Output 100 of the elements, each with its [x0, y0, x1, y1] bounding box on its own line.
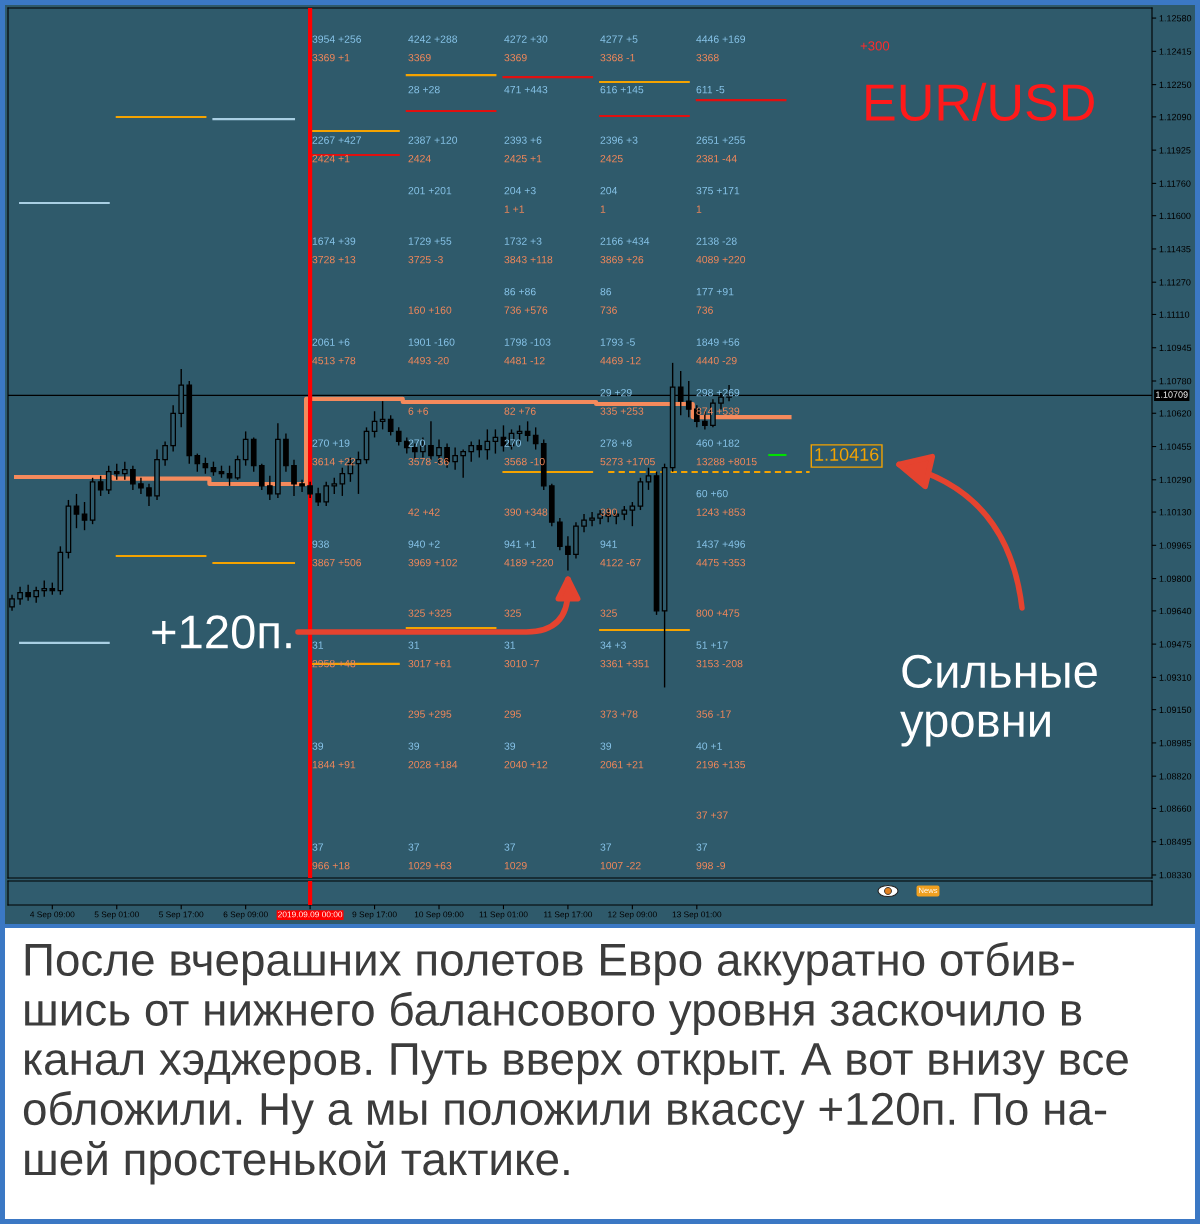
annotation: Сильные уровни	[900, 654, 1097, 747]
annotation: 160 +160	[408, 306, 452, 314]
y-tick-label: 1.10620	[1159, 410, 1192, 417]
annotation: 4469 -12	[600, 356, 641, 365]
y-tick-label: 1.09965	[1159, 542, 1192, 549]
annotation: 1029	[504, 861, 527, 870]
x-tick-label: 5 Sep 01:00	[94, 911, 139, 920]
annotation: 373 +78	[600, 710, 638, 718]
annotation: 31	[504, 641, 516, 649]
annotation: 86	[600, 287, 612, 296]
annotation: 1674 +39	[312, 237, 356, 245]
y-tick-label: 1.09800	[1159, 575, 1192, 582]
annotation: 34 +3	[600, 641, 626, 649]
annotation: 4272 +30	[504, 35, 548, 43]
annotation: 13288 +8015	[696, 457, 757, 466]
x-tick-label: 12 Sep 09:00	[608, 911, 657, 920]
x-tick-label: 9 Sep 17:00	[352, 911, 397, 920]
annotation: 1901 -160	[408, 338, 455, 346]
x-tick-label: 4 Sep 09:00	[30, 911, 75, 920]
annotation: 390 +348	[504, 508, 548, 516]
annotation: 42 +42	[408, 508, 440, 516]
annotation: 4446 +169	[696, 35, 746, 43]
annotation: 39	[504, 742, 516, 750]
x-tick-label: 10 Sep 09:00	[414, 911, 464, 920]
y-tick-label: 1.10455	[1159, 443, 1192, 450]
annotation: 39	[408, 742, 420, 750]
annotation: 31	[312, 641, 324, 649]
annotation: 2424 +1	[312, 154, 350, 163]
annotation: 2040 +12	[504, 760, 548, 769]
annotation: 4513 +78	[312, 356, 356, 365]
annotation: 325	[600, 609, 617, 617]
annotation: 941 +1	[504, 540, 536, 548]
annotation: 2061 +21	[600, 760, 644, 769]
annotation: 1793 -5	[600, 338, 635, 346]
annotation: 335 +253	[600, 407, 644, 415]
y-tick-label: 1.09310	[1159, 674, 1192, 681]
annotation: 4277 +5	[600, 35, 638, 43]
annotation: 28 +28	[408, 85, 440, 94]
annotation: 3153 -208	[696, 659, 743, 668]
annotation: 2166 +434	[600, 237, 650, 245]
annotation: 3369	[504, 53, 527, 62]
y-tick-label: 1.11110	[1159, 311, 1190, 318]
x-tick-label: 13 Sep 01:00	[672, 911, 722, 920]
annotation: 1.10416	[815, 448, 879, 461]
annotation: 86 +86	[504, 287, 536, 296]
annotation: 471 +443	[504, 85, 548, 94]
annotation: 295 +295	[408, 710, 452, 718]
annotation: 4242 +288	[408, 35, 458, 43]
annotation: 3369 +1	[312, 53, 350, 62]
y-tick-label: 1.10945	[1159, 344, 1192, 352]
annotation: +300	[860, 41, 890, 51]
annotation: 3725 -3	[408, 255, 443, 264]
annotation: 736 +576	[504, 306, 548, 314]
y-tick-label: 1.12580	[1159, 15, 1192, 22]
y-tick-label: 1.12250	[1159, 81, 1192, 88]
annotation: 37	[408, 843, 420, 851]
annotation: 3869 +26	[600, 255, 644, 264]
annotation: 1437 +496	[696, 540, 746, 548]
annotation: 1798 -103	[504, 338, 551, 346]
annotation: 37	[600, 843, 612, 851]
annotation: +120п.	[152, 615, 291, 649]
annotation: 2651 +255	[696, 136, 746, 144]
annotation: 2958 +48	[312, 659, 356, 668]
annotation: 1844 +91	[312, 760, 356, 769]
annotation: 3017 +61	[408, 659, 452, 668]
y-tick-label: 1.11600	[1159, 212, 1191, 220]
annotation: 4189 +220	[504, 558, 554, 567]
annotation: 2196 +135	[696, 760, 746, 769]
annotation: 2393 +6	[504, 136, 542, 144]
annotation: 39	[312, 742, 324, 750]
annotation: 31	[408, 641, 420, 649]
annotation: 204	[600, 186, 618, 195]
annotation: 2387 +120	[408, 136, 458, 144]
annotation: 1729 +55	[408, 237, 452, 245]
annotation: 270 +19	[312, 439, 350, 447]
annotation: 4493 -20	[408, 356, 449, 365]
annotation: 37	[312, 843, 324, 851]
y-tick-label: 1.11270	[1159, 279, 1191, 286]
annotation: 39	[600, 742, 612, 750]
y-tick-label: 1.10780	[1159, 377, 1192, 385]
annotation: 1	[696, 205, 702, 213]
annotation: 4122 -67	[600, 558, 641, 567]
annotation: 3954 +256	[312, 35, 362, 43]
annotation: 800 +475	[696, 609, 740, 617]
y-tick-label: 1.09150	[1159, 706, 1192, 714]
y-tick-label: 1.08985	[1159, 739, 1192, 747]
annotation: 2267 +427	[312, 136, 362, 144]
x-tick-label: 11 Sep 01:00	[479, 911, 528, 920]
annotation: 4475 +353	[696, 558, 746, 567]
y-tick-label: 1.12090	[1159, 113, 1192, 121]
annotation: 966 +18	[312, 861, 350, 870]
annotation: 616 +145	[600, 85, 644, 94]
annotation: 3843 +118	[504, 255, 553, 264]
annotation: 82 +76	[504, 407, 536, 415]
annotation: 938	[312, 540, 329, 548]
text: EUR/USD	[866, 82, 1094, 121]
annotation: 736	[696, 306, 713, 314]
annotation: 2138 -28	[696, 237, 737, 245]
x-tick-label: 11 Sep 17:00	[544, 911, 593, 920]
annotation: 3361 +351	[600, 659, 650, 668]
